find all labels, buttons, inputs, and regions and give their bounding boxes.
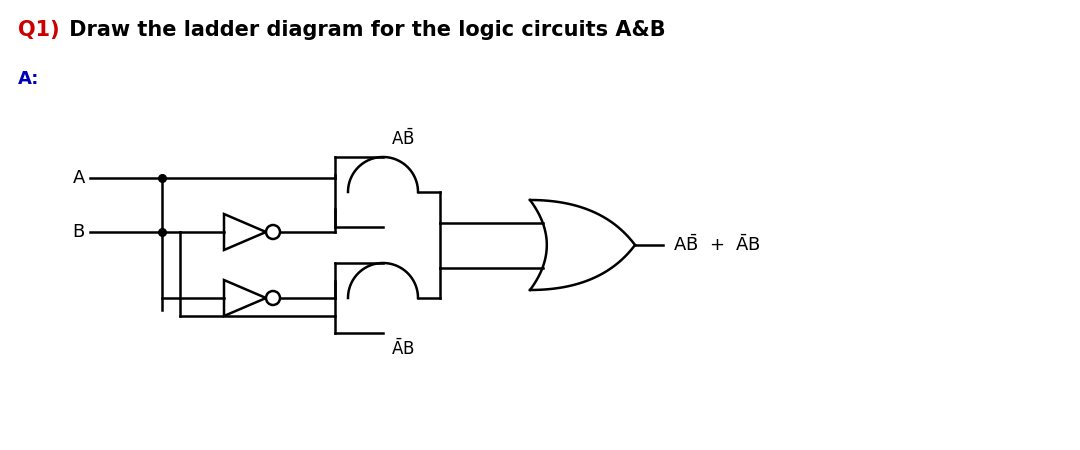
Circle shape bbox=[266, 291, 280, 305]
Text: A$\bar{\mathrm{B}}$: A$\bar{\mathrm{B}}$ bbox=[391, 129, 415, 149]
Text: B: B bbox=[72, 223, 85, 241]
Text: A: A bbox=[72, 169, 85, 187]
Text: Draw the ladder diagram for the logic circuits A&B: Draw the ladder diagram for the logic ci… bbox=[62, 20, 665, 40]
Circle shape bbox=[266, 225, 280, 239]
Text: A$\bar{\mathrm{B}}$  +  $\bar{\mathrm{A}}$B: A$\bar{\mathrm{B}}$ + $\bar{\mathrm{A}}$… bbox=[673, 235, 761, 255]
Text: A:: A: bbox=[18, 70, 39, 88]
Text: Q1): Q1) bbox=[18, 20, 59, 40]
Text: $\bar{\mathrm{A}}$B: $\bar{\mathrm{A}}$B bbox=[391, 339, 415, 360]
